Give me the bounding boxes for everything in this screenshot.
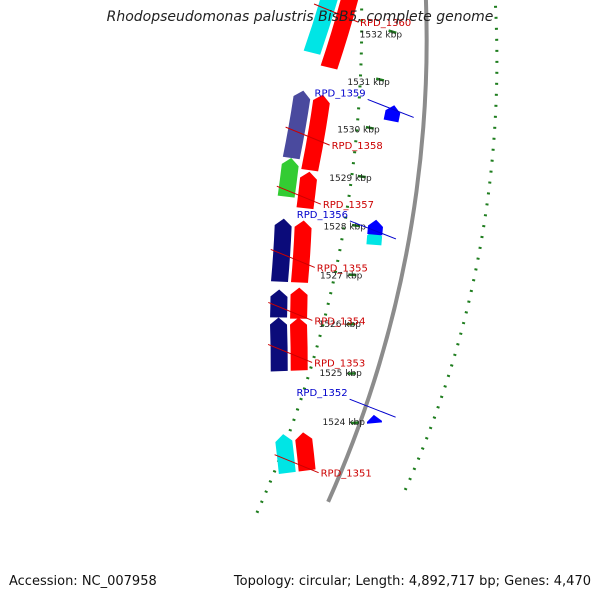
gene-label: RPD_1357 bbox=[323, 200, 374, 211]
scale-tick bbox=[375, 77, 385, 82]
scale-tick-label: 1525 kbp bbox=[319, 369, 362, 379]
accession-text: Accession: NC_007958 bbox=[9, 574, 157, 589]
gene-label: RPD_1358 bbox=[332, 141, 383, 152]
gene-arrow bbox=[303, 0, 338, 55]
gene-arrow bbox=[290, 287, 308, 319]
genome-backbone bbox=[326, 0, 429, 503]
gene-arrow bbox=[295, 432, 316, 472]
scale-tick bbox=[351, 223, 361, 228]
gene-arrow bbox=[367, 219, 383, 236]
gene-arrow bbox=[290, 317, 308, 371]
gene-label-leader bbox=[276, 185, 322, 205]
gene-arrow bbox=[277, 158, 299, 198]
gene-label: RPD_1352 bbox=[296, 388, 347, 399]
gene-label: RPD_1351 bbox=[321, 469, 372, 480]
minus-strand-track bbox=[403, 0, 499, 491]
gene-arrow bbox=[282, 90, 311, 160]
gene-arrow bbox=[301, 94, 330, 172]
scale-tick-label: 1527 kbp bbox=[320, 271, 363, 281]
scale-tick-label: 1529 kbp bbox=[329, 174, 372, 184]
scale-tick-label: 1532 kbp bbox=[360, 30, 403, 40]
gene-label-leader bbox=[349, 220, 397, 240]
gene-label-leader bbox=[270, 248, 315, 268]
gene-label: RPD_1353 bbox=[314, 358, 365, 369]
gene-label: RPD_1355 bbox=[317, 263, 368, 274]
gene-arrow bbox=[270, 317, 288, 372]
gene-arrow bbox=[366, 414, 383, 424]
gene-label-leader bbox=[274, 454, 319, 474]
gene-arrow bbox=[383, 105, 401, 123]
gene-label-leader bbox=[267, 343, 313, 363]
gene-arrow bbox=[296, 171, 317, 210]
scale-tick-label: 1531 kbp bbox=[347, 78, 390, 88]
scale-tick bbox=[388, 29, 397, 35]
scale-ticks: 1524 kbp 1525 kbp 1526 kbp 1527 kbp 1528 kbp… bbox=[319, 29, 403, 428]
scale-tick-label: 1524 kbp bbox=[323, 418, 366, 428]
genome-title: Rhodopseudomonas palustris BisB5, comple… bbox=[106, 9, 494, 25]
scale-tick bbox=[365, 125, 375, 130]
gene-label-leader bbox=[367, 98, 414, 118]
scale-tick-label: 1530 kbp bbox=[337, 126, 380, 136]
scale-tick bbox=[350, 421, 360, 425]
scale-tick-label: 1528 kbp bbox=[324, 223, 367, 233]
gene-arrow bbox=[271, 218, 292, 283]
gene-arrow bbox=[275, 434, 296, 474]
gene-label-leader bbox=[313, 3, 359, 23]
topology-text: Topology: circular; Length: 4,892,717 bp… bbox=[233, 574, 591, 589]
gene-features bbox=[270, 0, 401, 474]
gene-arrow bbox=[290, 220, 312, 283]
gene-label: RPD_1354 bbox=[314, 316, 365, 327]
scale-tick bbox=[357, 174, 366, 179]
gene-arrow bbox=[320, 0, 359, 70]
gene-labels: RPD_1351 RPD_1352 RPD_1353 RPD_1354 RPD_1355… bbox=[267, 3, 414, 480]
gene-label: RPD_1359 bbox=[315, 88, 366, 99]
scale-tick-label: 1526 kbp bbox=[319, 320, 362, 330]
gene-label: RPD_1360 bbox=[360, 18, 411, 29]
gene-label-leader bbox=[285, 126, 330, 146]
gene-label: RPD_1356 bbox=[297, 210, 348, 221]
gene-label-leader bbox=[268, 302, 313, 321]
gene-label-leader bbox=[349, 398, 396, 418]
gene-arrow bbox=[270, 289, 288, 318]
